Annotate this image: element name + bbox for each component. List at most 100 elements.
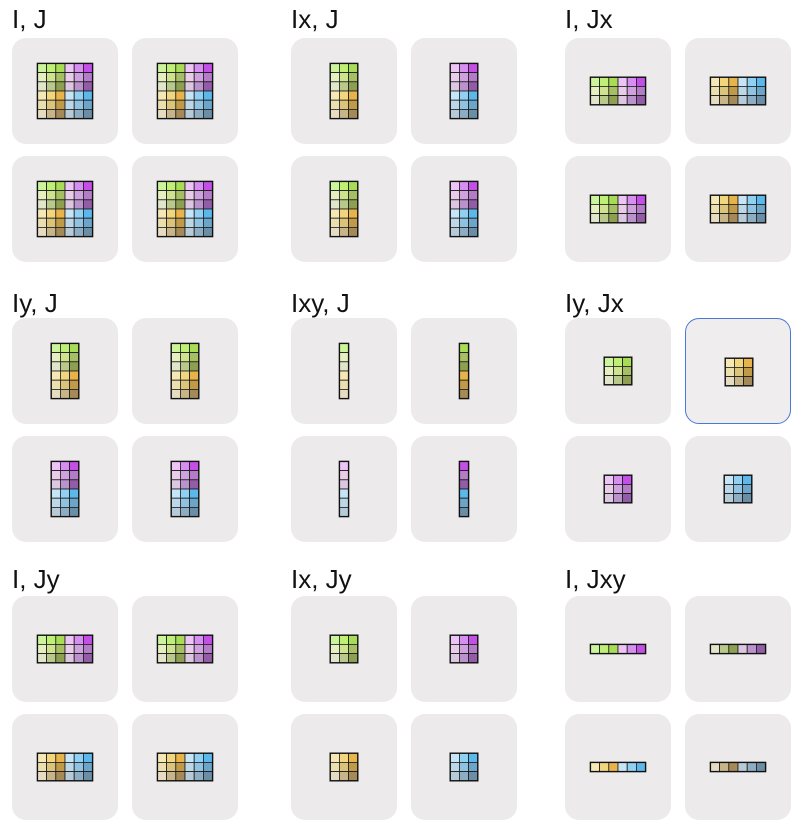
card-ix-jy-2[interactable] (411, 596, 517, 702)
card-i-jx-4[interactable] (685, 156, 791, 262)
cell-b-0-1 (613, 474, 624, 485)
matrix-grid (709, 643, 767, 655)
cell-b-1-2 (83, 190, 94, 201)
card-i-jy-2[interactable] (132, 596, 238, 702)
card-iy-j-4[interactable] (132, 436, 238, 542)
matrix-outline (589, 761, 647, 773)
cell-c-2-2 (348, 227, 359, 238)
cell-a-2-2 (348, 653, 359, 664)
card-i-jxy-4[interactable] (685, 714, 791, 820)
cell-a-2-0 (156, 199, 167, 210)
cell-a-0-0 (589, 644, 600, 655)
cell-c-1-0 (36, 99, 47, 110)
cell-b-1-1 (613, 484, 624, 495)
card-i-j-1[interactable] (12, 38, 118, 144)
cell-d-1-2 (83, 99, 94, 110)
card-ixy-j-4[interactable] (411, 436, 517, 542)
cell-c-1-1 (46, 217, 57, 228)
cell-d-1-0 (449, 762, 460, 773)
cell-a-2-1 (46, 81, 57, 92)
cell-d-1-2 (69, 497, 80, 508)
cell-c-2-1 (166, 227, 177, 238)
cell-a-0-0 (36, 634, 47, 645)
cell-d-0-1 (746, 194, 757, 205)
card-iy-jx-4[interactable] (685, 436, 791, 542)
cell-c-0-2 (743, 357, 754, 368)
cell-c-0-2 (728, 76, 739, 87)
card-iy-j-2[interactable] (132, 318, 238, 424)
cell-a-1-2 (175, 644, 186, 655)
cell-c-1-0 (156, 762, 167, 773)
card-iy-jx-3[interactable] (565, 436, 671, 542)
matrix-grid (36, 180, 94, 238)
matrix-grid (449, 62, 479, 120)
card-ix-j-1[interactable] (291, 38, 397, 144)
cell-a-0-0 (36, 180, 47, 191)
card-iy-j-1[interactable] (12, 318, 118, 424)
card-i-jxy-1[interactable] (565, 596, 671, 702)
card-i-jx-3[interactable] (565, 156, 671, 262)
cell-d-2-2 (756, 213, 767, 224)
cell-a-0-2 (608, 644, 619, 655)
card-i-j-3[interactable] (12, 156, 118, 262)
cell-a-1-2 (348, 72, 359, 83)
matrix-grid (36, 62, 94, 120)
card-i-jxy-2[interactable] (685, 596, 791, 702)
cell-b-2-0 (449, 653, 460, 664)
matrix-outline (170, 342, 200, 400)
cell-d-2-0 (170, 507, 181, 518)
cell-d-0-1 (180, 488, 191, 499)
card-i-jy-3[interactable] (12, 714, 118, 820)
card-ix-j-3[interactable] (291, 156, 397, 262)
cell-d-0-2 (459, 488, 470, 499)
card-ix-j-2[interactable] (411, 38, 517, 144)
cell-b-1-0 (617, 204, 628, 215)
card-ix-jy-1[interactable] (291, 596, 397, 702)
cell-d-2-0 (184, 771, 195, 782)
card-ixy-j-3[interactable] (291, 436, 397, 542)
card-ix-j-4[interactable] (411, 156, 517, 262)
cell-a-1-0 (156, 72, 167, 83)
cell-c-0-0 (156, 752, 167, 763)
matrix-outline (709, 194, 767, 224)
cell-a-0-1 (166, 634, 177, 645)
card-ix-jy-3[interactable] (291, 714, 397, 820)
cell-b-2-2 (636, 95, 647, 106)
matrix-grid (338, 460, 350, 518)
cell-b-2-2 (468, 653, 479, 664)
card-i-j-2[interactable] (132, 38, 238, 144)
cell-a-0-2 (189, 342, 200, 353)
card-ix-jy-4[interactable] (411, 714, 517, 820)
cell-a-1-1 (613, 366, 624, 377)
cell-a-2-1 (60, 361, 71, 372)
matrix-outline (338, 342, 350, 400)
cell-a-2-2 (608, 95, 619, 106)
cell-c-0-2 (175, 752, 186, 763)
cell-c-0-2 (189, 370, 200, 381)
card-ixy-j-2[interactable] (411, 318, 517, 424)
cell-b-0-0 (64, 634, 75, 645)
cell-c-2-2 (175, 771, 186, 782)
matrix-grid (50, 342, 80, 400)
cell-b-1-1 (459, 72, 470, 83)
cell-c-1-0 (329, 762, 340, 773)
card-iy-jx-2[interactable] (685, 318, 791, 424)
cell-c-1-2 (728, 86, 739, 97)
cell-a-1-0 (603, 366, 614, 377)
cell-c-0-0 (156, 208, 167, 219)
cell-c-2-0 (36, 771, 47, 782)
matrix-grid (449, 634, 479, 664)
card-i-j-4[interactable] (132, 156, 238, 262)
card-ixy-j-1[interactable] (291, 318, 397, 424)
card-i-jx-1[interactable] (565, 38, 671, 144)
card-iy-jx-1[interactable] (565, 318, 671, 424)
card-i-jy-1[interactable] (12, 596, 118, 702)
group-label-i-j: I, J (12, 4, 47, 34)
cell-c-2-2 (728, 762, 739, 773)
card-i-jy-4[interactable] (132, 714, 238, 820)
card-i-jx-2[interactable] (685, 38, 791, 144)
card-iy-j-3[interactable] (12, 436, 118, 542)
cell-c-1-1 (166, 762, 177, 773)
card-i-jxy-3[interactable] (565, 714, 671, 820)
cell-b-2-0 (64, 199, 75, 210)
